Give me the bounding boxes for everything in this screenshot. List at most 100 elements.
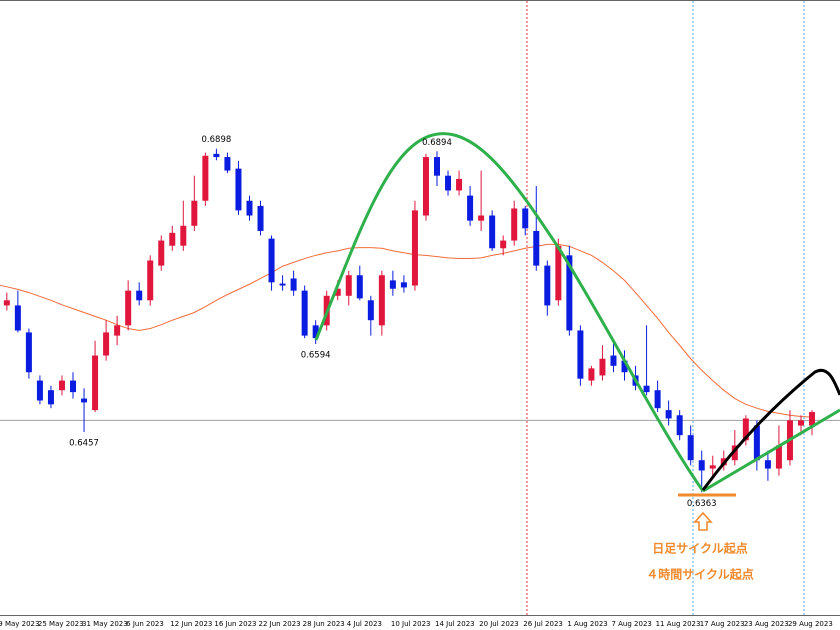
candle-body [577,330,584,379]
candle-body [478,215,485,221]
candle-body [389,280,396,289]
candle-body [103,332,110,356]
x-tick-label: 12 Jun 2023 [170,620,212,628]
candle-body [588,368,595,381]
candle-body [742,418,749,441]
candle-body [500,240,507,249]
candle-body [14,305,21,331]
x-tick-label: 20 Jul 2023 [479,620,519,628]
candle-body [279,283,286,286]
x-tick-label: 25 May 2023 [38,620,84,628]
price-label: 0.6894 [422,138,452,148]
candle-body [334,288,341,296]
candle-body [367,300,374,321]
candle-body [213,153,220,158]
x-tick-label: 1 Aug 2023 [567,620,607,628]
candle-body [544,265,551,306]
candle-body [70,380,77,393]
candle-body [257,205,264,231]
candle-body [81,398,88,403]
candle-body [654,390,661,409]
candle-body [753,425,760,461]
candle-body [411,210,418,286]
candle-body [58,380,65,391]
candle-body [489,215,496,249]
x-tick-label: 19 May 2023 [0,620,39,628]
candle-body [114,325,121,336]
candle-body [36,380,43,401]
candle-body [191,200,198,226]
candle-body [610,355,617,366]
annotation: 日足サイクル起点 [652,541,747,556]
candle-body [169,232,176,246]
daily-cycle-curve [314,132,705,492]
cycle-trendline [702,408,840,493]
x-tick-label: 26 Jul 2023 [523,620,563,628]
candle-body [235,168,242,211]
candle-body [511,208,518,241]
candle-body [467,195,474,221]
x-tick-label: 16 Jun 2023 [214,620,256,628]
candle-body [400,282,407,288]
cycle-drawings [314,132,840,531]
candle-body [246,200,253,216]
candle-body [356,275,363,299]
candle-body [643,385,650,393]
candle-body [301,290,308,336]
candle-body [92,355,99,411]
candle-body [522,208,529,229]
x-tick-label: 10 Jul 2023 [391,620,431,628]
candle-body [378,275,385,326]
candle-body [445,175,452,191]
candle-body [180,225,187,246]
candle-body [731,445,738,461]
candle-body [312,325,319,339]
moving-average [0,243,813,418]
x-tick-label: 23 Aug 2023 [744,620,789,628]
candle-body [709,465,716,469]
candle-body [555,245,562,301]
candle-body [345,275,352,296]
candle-body [533,230,540,266]
candle-body [422,157,429,216]
four-hour-cycle-curve [701,368,840,491]
candle-body [621,360,628,373]
x-tick-label: 14 Jul 2023 [435,620,475,628]
candle-body [665,410,672,419]
candle-body [290,278,297,291]
candle-body [3,300,10,306]
price-label: 0.6898 [202,135,232,145]
candle-body [125,290,132,326]
candle-body [47,390,54,405]
price-label: 0.6457 [69,438,99,448]
candle-body [202,155,209,201]
candle-body [566,255,573,331]
x-tick-label: 7 Aug 2023 [611,620,651,628]
x-tick-label: 22 Jun 2023 [259,620,301,628]
candle-body [147,260,154,301]
candle-body [434,157,440,176]
candle-body [25,332,32,373]
up-arrow [693,511,713,531]
candle-body [136,290,143,301]
candle-body [268,238,275,283]
candle-body [775,445,782,469]
x-tick-label: 6 Jun 2023 [126,620,164,628]
candle-body [158,240,165,266]
candle-body [456,178,463,191]
x-tick-label: 28 Jun 2023 [303,620,345,628]
candle-body [764,460,771,469]
x-tick-label: 29 Aug 2023 [788,620,833,628]
price-label: 0.6594 [301,350,331,360]
candle-body [698,460,705,471]
x-tick-label: 4 Jul 2023 [347,620,382,628]
candle-body [599,358,606,376]
candle-body [224,157,231,171]
candle-body [676,415,683,436]
candle-body [687,435,694,461]
candle-body [797,420,804,426]
x-tick-label: 17 Aug 2023 [700,620,745,628]
candle-body [809,412,816,426]
